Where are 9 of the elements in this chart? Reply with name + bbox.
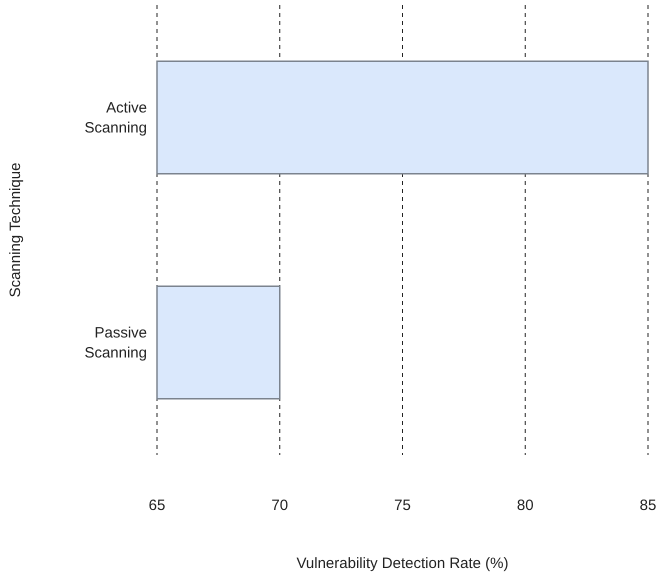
x-axis-title: Vulnerability Detection Rate (%) [296, 555, 509, 572]
x-tick-label: 80 [516, 497, 534, 514]
x-tick-label: 75 [394, 497, 411, 514]
y-axis-title: Scanning Technique [7, 162, 24, 298]
y-tick-label: Active Scanning [84, 100, 147, 136]
x-tick-label: 70 [271, 497, 288, 514]
y-tick-label: Passive Scanning [84, 324, 147, 362]
x-tick-label: 85 [640, 497, 656, 514]
x-tick-label: 65 [148, 497, 166, 514]
